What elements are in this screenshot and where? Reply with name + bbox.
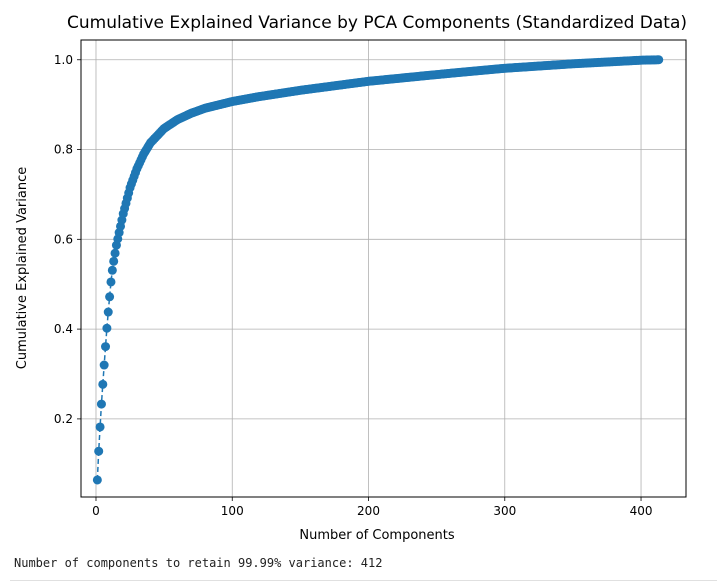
data-point	[107, 265, 117, 275]
data-point	[110, 248, 120, 258]
x-axis-label: Number of Components	[299, 528, 454, 543]
series	[92, 55, 664, 485]
series-line	[96, 59, 659, 480]
y-tick-label: 0.4	[54, 322, 73, 336]
chart-title: Cumulative Explained Variance by PCA Com…	[67, 13, 687, 33]
data-point	[105, 292, 115, 302]
ticks: 0 100 200 300 400 0.2 0.4 0.6 0.8 1.0	[54, 53, 653, 518]
y-axis-label: Cumulative Explained Variance	[15, 167, 30, 369]
data-point	[94, 446, 104, 456]
x-tick-label: 200	[357, 504, 380, 518]
y-tick-label: 0.2	[54, 412, 73, 426]
data-point	[106, 277, 116, 287]
data-point	[101, 342, 111, 352]
y-tick-label: 0.6	[54, 232, 73, 246]
data-point	[103, 307, 113, 317]
data-point	[95, 422, 105, 432]
pca-variance-chart: 0 100 200 300 400 0.2 0.4 0.6 0.8 1.0 Cumulative …	[15, 13, 687, 543]
data-point	[99, 360, 109, 370]
y-tick-label: 0.8	[54, 143, 73, 157]
data-point	[654, 55, 664, 65]
x-tick-label: 300	[493, 504, 516, 518]
y-tick-label: 1.0	[54, 53, 73, 67]
x-tick-label: 400	[630, 504, 653, 518]
data-point	[98, 379, 108, 389]
x-tick-label: 100	[221, 504, 244, 518]
x-tick-label: 0	[92, 504, 100, 518]
data-point	[92, 475, 102, 485]
data-point	[102, 323, 112, 333]
output-divider	[10, 580, 717, 581]
output-text: Number of components to retain 99.99% va…	[14, 556, 383, 570]
plot-frame	[80, 39, 687, 498]
data-point	[96, 399, 106, 409]
data-point	[109, 256, 119, 266]
grid	[81, 40, 686, 497]
